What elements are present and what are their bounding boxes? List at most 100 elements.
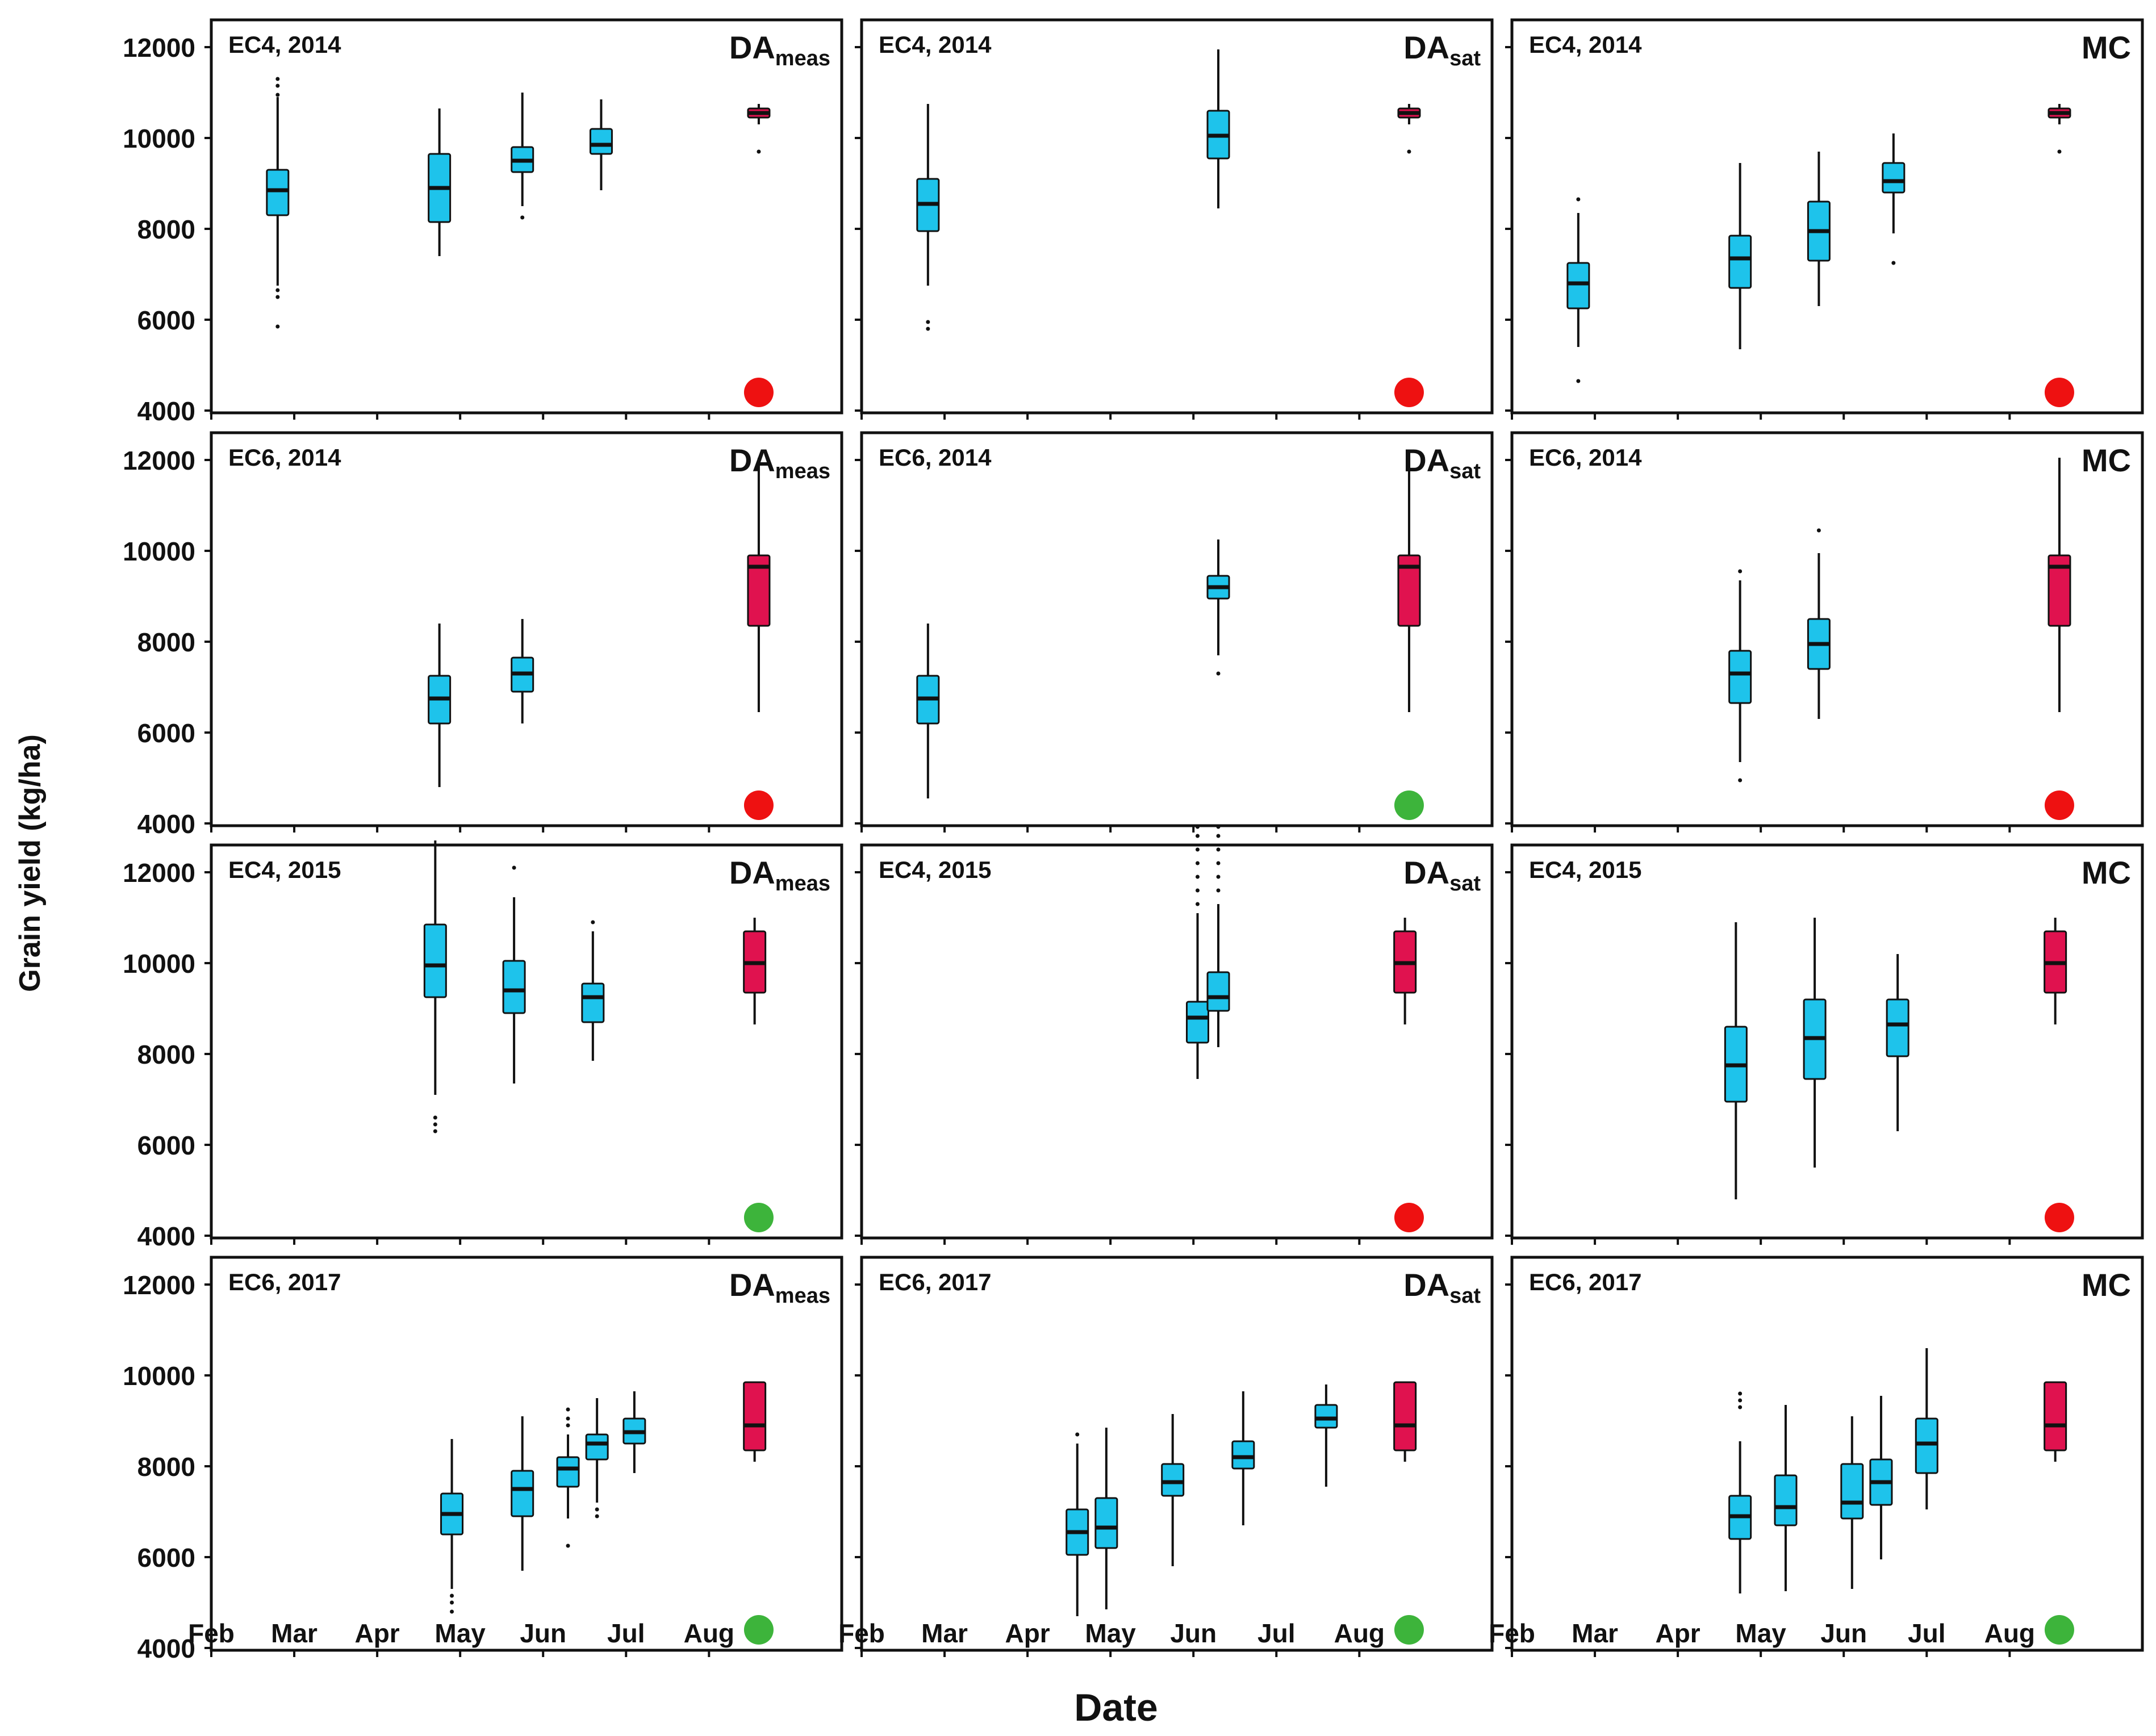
simulated-box [1231, 1391, 1255, 1525]
panel-r0-c1: EC4, 2014 DAsat [855, 18, 1494, 420]
panel-frame [210, 1256, 843, 1652]
outlier-point [520, 215, 525, 220]
outlier-point [566, 1543, 570, 1548]
method-label: DAsat [1403, 442, 1481, 483]
panel-r2-c2: EC4, 2015 MC [1505, 843, 2144, 1245]
box-iqr [423, 923, 447, 998]
simulated-box [1566, 197, 1590, 383]
box-iqr [747, 554, 771, 627]
outlier-point [1738, 778, 1743, 783]
panel-frame [210, 431, 843, 827]
panel-label: EC4, 2014 [228, 31, 341, 58]
simulated-box [622, 1391, 646, 1473]
panel-label: EC6, 2017 [1529, 1269, 1641, 1295]
method-subscript: meas [775, 459, 830, 483]
panel-label: EC4, 2015 [228, 856, 341, 883]
simulated-box [1094, 1428, 1118, 1609]
simulated-box [1161, 1414, 1185, 1566]
y-tick-label: 10000 [123, 537, 195, 566]
observed-box [747, 104, 771, 154]
panel-label: EC4, 2014 [879, 31, 992, 58]
method-main: MC [2082, 1267, 2131, 1303]
panel-r0-c0: 4000 6000 8000 10000 12000 EC4, 2014 DAmeas [123, 18, 843, 426]
method-main: MC [2082, 442, 2131, 478]
box-iqr [1206, 971, 1230, 1012]
simulated-box [556, 1407, 580, 1548]
panel-r1-c1: EC6, 2014 DAsat [855, 431, 1494, 833]
status-dot-green [2044, 1615, 2074, 1645]
outlier-point [275, 295, 280, 299]
y-tick-label: 10000 [123, 1361, 195, 1391]
outlier-point [1075, 1432, 1080, 1437]
box-iqr [743, 1381, 767, 1451]
x-tick-label: Mar [271, 1618, 317, 1648]
panel-r1-c0: 4000 6000 8000 10000 12000 EC6, 2014 DAmeas [123, 431, 843, 839]
box-iqr [1915, 1417, 1938, 1474]
outlier-point [926, 320, 930, 324]
simulated-box [916, 624, 940, 798]
status-dot-red [2044, 378, 2074, 407]
panel-label: EC6, 2017 [228, 1269, 341, 1295]
outlier-point [275, 77, 280, 81]
status-dot-red [743, 790, 774, 820]
x-tick-label: Mar [1572, 1618, 1618, 1648]
observed-box [1393, 1381, 1417, 1462]
method-main: DA [1403, 855, 1449, 890]
box-iqr [266, 169, 290, 216]
outlier-point [1738, 1398, 1743, 1403]
box-iqr [2048, 554, 2071, 627]
box-iqr [1882, 162, 1906, 194]
method-subscript: sat [1449, 1284, 1481, 1308]
status-dot-red [1394, 378, 1424, 407]
panel-frame [860, 1256, 1494, 1652]
x-tick-label: Jun [1820, 1618, 1867, 1648]
simulated-box [1066, 1432, 1089, 1616]
x-tick-label: Aug [684, 1618, 734, 1648]
simulated-box [428, 624, 452, 787]
panel-frame [860, 431, 1494, 827]
outlier-point [2057, 149, 2062, 154]
simulated-box [1186, 825, 1210, 1079]
outlier-point [1738, 1405, 1743, 1409]
box-iqr [1186, 1001, 1210, 1044]
outlier-point [433, 1115, 437, 1120]
x-tick-label: Jun [520, 1618, 566, 1648]
method-subscript: sat [1449, 47, 1481, 70]
x-tick-label: May [1085, 1618, 1136, 1648]
simulated-box [1803, 918, 1827, 1168]
outlier-point [566, 1423, 570, 1428]
outlier-point [926, 327, 930, 331]
x-tick-label: Jul [607, 1618, 645, 1648]
method-label: DAmeas [729, 1267, 830, 1308]
observed-box [1393, 918, 1417, 1024]
y-tick-label: 12000 [123, 446, 195, 475]
x-tick-label: Feb [838, 1618, 885, 1648]
panel-label: EC6, 2017 [879, 1269, 991, 1295]
panel-label: EC4, 2014 [1529, 31, 1642, 58]
y-tick-label: 12000 [123, 858, 195, 888]
method-label: DAmeas [729, 855, 830, 896]
observed-box [2048, 104, 2071, 154]
outlier-point [1407, 149, 1411, 154]
method-main: DA [1403, 442, 1449, 478]
x-tick-label: Apr [1655, 1618, 1700, 1648]
y-tick-label: 8000 [137, 1452, 195, 1482]
box-iqr [1393, 1381, 1417, 1451]
panel-frame [1510, 1256, 2144, 1652]
outlier-point [1196, 861, 1200, 865]
method-label: DAsat [1403, 855, 1481, 896]
box-iqr [556, 1456, 580, 1488]
method-label: MC [2082, 442, 2131, 478]
status-dot-red [2044, 790, 2074, 820]
outlier-point [1196, 825, 1200, 829]
outlier-point [450, 1600, 454, 1605]
method-main: DA [729, 855, 775, 890]
panel-label: EC4, 2015 [1529, 856, 1641, 883]
outlier-point [1196, 875, 1200, 879]
observed-box [1397, 104, 1421, 154]
simulated-box [1807, 152, 1831, 306]
status-dot-green [743, 1203, 774, 1232]
outlier-point [1816, 528, 1821, 533]
panel-frame [1510, 843, 2144, 1240]
simulated-box [1206, 825, 1230, 1047]
